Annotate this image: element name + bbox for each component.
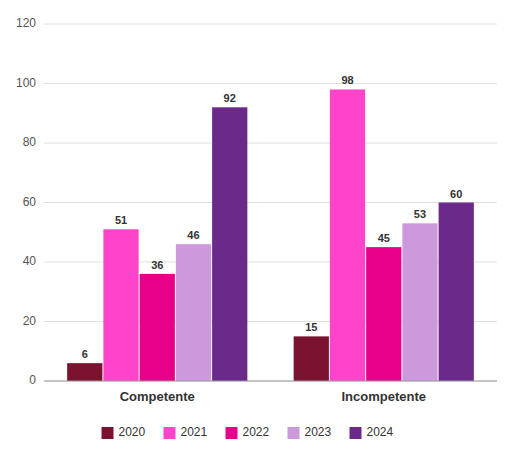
legend-swatch	[288, 427, 300, 439]
y-tick-label: 120	[16, 16, 36, 30]
bar	[294, 336, 329, 381]
legend-label: 2020	[119, 425, 146, 439]
data-label: 46	[187, 229, 199, 241]
legend-label: 2023	[305, 425, 332, 439]
y-tick-label: 60	[23, 195, 37, 209]
y-tick-label: 80	[23, 135, 37, 149]
y-tick-label: 20	[23, 314, 37, 328]
data-label: 51	[115, 214, 127, 226]
grid-line	[44, 202, 497, 203]
bar	[176, 244, 211, 381]
bar	[439, 203, 474, 382]
legend: 2020 2021 2022 2023 2024	[102, 425, 394, 439]
legend-swatch	[102, 427, 114, 439]
bar	[67, 363, 102, 381]
y-tick-label: 40	[23, 254, 37, 268]
x-tick-label: Incompetente	[341, 389, 426, 404]
data-label: 36	[151, 259, 163, 271]
grid-line	[44, 24, 497, 25]
grid-line	[44, 143, 497, 144]
data-label: 92	[224, 92, 236, 104]
bars	[67, 89, 474, 381]
bar	[103, 229, 138, 381]
x-axis-line	[44, 381, 497, 382]
y-tick-label: 0	[29, 373, 36, 387]
y-tick-label: 100	[16, 76, 36, 90]
legend-label: 2024	[367, 425, 394, 439]
page: {"chart_data": {"type": "bar", "categori…	[0, 0, 513, 465]
bar	[402, 223, 437, 381]
grid	[44, 24, 497, 381]
data-label: 15	[305, 321, 317, 333]
data-label: 45	[378, 232, 390, 244]
data-label: 60	[450, 188, 462, 200]
bar	[140, 274, 175, 381]
legend-swatch	[226, 427, 238, 439]
chart: 0 20 40 60 80 100 120 6 15 51 98 36 45 46 53 92 60 Compet…	[0, 0, 513, 465]
legend-label: 2021	[181, 425, 208, 439]
x-tick-label: Competente	[120, 389, 195, 404]
legend-swatch	[350, 427, 362, 439]
bar	[212, 107, 247, 381]
legend-swatch	[164, 427, 176, 439]
data-label: 6	[82, 348, 88, 360]
data-labels: 6 15 51 98 36 45 46 53 92 60	[82, 74, 463, 360]
bar	[366, 247, 401, 381]
data-label: 98	[341, 74, 353, 86]
chart-container: 0 20 40 60 80 100 120 6 15 51 98 36 45 46 53 92 60 Compet…	[0, 0, 513, 465]
grid-line	[44, 83, 497, 84]
grid-line	[44, 381, 497, 382]
bar	[330, 89, 365, 381]
data-label: 53	[414, 208, 426, 220]
legend-label: 2022	[243, 425, 270, 439]
